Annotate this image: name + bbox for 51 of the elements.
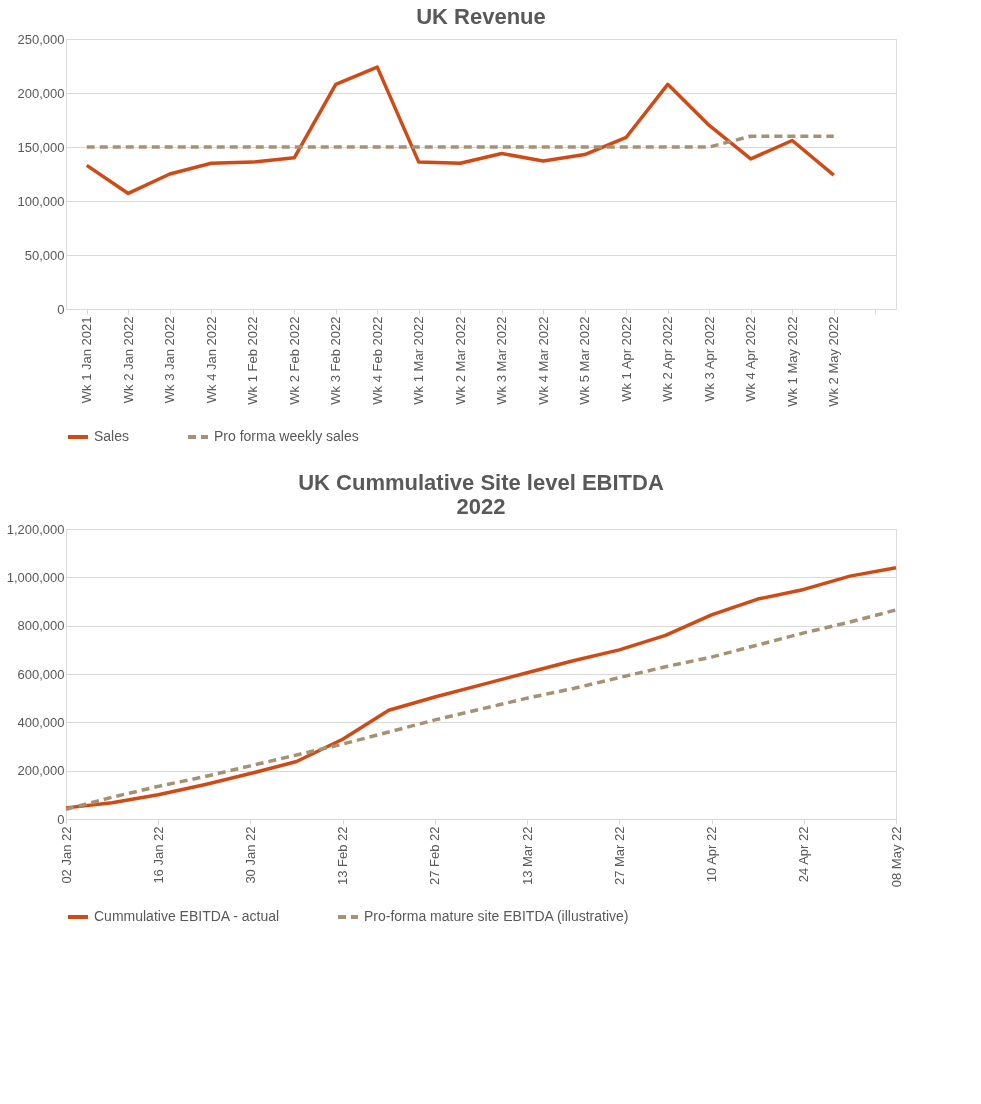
x-tick-label: Wk 1 May 2022 — [784, 316, 800, 407]
x-tick-label: Wk 3 Feb 2022 — [328, 316, 344, 405]
x-tick-label: Wk 2 Feb 2022 — [286, 316, 302, 405]
y-tick-label: 0 — [57, 811, 65, 827]
x-tick-label: 24 Apr 22 — [796, 826, 812, 883]
x-tick-label: Wk 2 Mar 2022 — [452, 316, 468, 405]
y-tick-label: 600,000 — [17, 666, 65, 682]
x-tick-label: 08 May 22 — [888, 826, 904, 888]
x-tick-label: Wk 4 Jan 2022 — [203, 316, 219, 404]
y-tick-label: 400,000 — [17, 714, 65, 730]
y-tick-label: 100,000 — [17, 193, 65, 209]
x-tick-label: Wk 1 Apr 2022 — [618, 316, 634, 402]
x-tick-label: 10 Apr 22 — [704, 826, 720, 883]
y-tick-label: 800,000 — [17, 618, 65, 634]
x-tick-label: Wk 2 May 2022 — [826, 316, 842, 407]
line-series — [64, 565, 898, 810]
legend-label: Sales — [94, 428, 130, 444]
x-tick-label: 13 Mar 22 — [519, 826, 535, 886]
x-tick-label: 27 Feb 22 — [427, 826, 443, 886]
x-tick-label: 16 Jan 22 — [150, 826, 166, 884]
x-tick-label: 02 Jan 22 — [58, 826, 74, 884]
y-tick-label: 200,000 — [17, 85, 65, 101]
x-tick-label: Wk 4 Apr 2022 — [743, 316, 759, 402]
y-tick-label: 1,000,000 — [6, 569, 65, 585]
x-tick-label: 30 Jan 22 — [242, 826, 258, 884]
legend-label: Cummulative EBITDA - actual — [94, 908, 280, 924]
legend-label: Pro forma weekly sales — [214, 428, 359, 444]
line-series — [64, 608, 898, 812]
y-tick-label: 0 — [57, 301, 65, 317]
y-tick-label: 250,000 — [17, 31, 65, 47]
x-tick-label: Wk 4 Mar 2022 — [535, 316, 551, 405]
x-tick-label: 13 Feb 22 — [335, 826, 351, 886]
y-tick-label: 200,000 — [17, 763, 65, 779]
chart-title: UK Cummulative Site level EBITDA 2022 — [298, 470, 664, 519]
chart-title: UK Revenue — [416, 4, 546, 29]
x-tick-label: Wk 4 Feb 2022 — [369, 316, 385, 405]
line-series — [85, 65, 836, 196]
x-tick-label: Wk 1 Mar 2022 — [411, 316, 427, 405]
y-tick-label: 1,200,000 — [6, 521, 65, 537]
x-tick-label: Wk 5 Mar 2022 — [577, 316, 593, 405]
x-tick-label: Wk 1 Feb 2022 — [245, 316, 261, 405]
x-tick-label: Wk 3 Apr 2022 — [701, 316, 717, 402]
y-tick-label: 50,000 — [24, 247, 65, 263]
legend-label: Pro-forma mature site EBITDA (illustrative) — [364, 908, 629, 924]
x-tick-label: 27 Mar 22 — [611, 826, 627, 886]
x-tick-label: Wk 1 Jan 2021 — [79, 316, 95, 404]
x-tick-label: Wk 3 Jan 2022 — [162, 316, 178, 404]
x-tick-label: Wk 2 Jan 2022 — [120, 316, 136, 404]
x-tick-label: Wk 3 Mar 2022 — [494, 316, 510, 405]
y-tick-label: 150,000 — [17, 139, 65, 155]
x-tick-label: Wk 2 Apr 2022 — [660, 316, 676, 402]
